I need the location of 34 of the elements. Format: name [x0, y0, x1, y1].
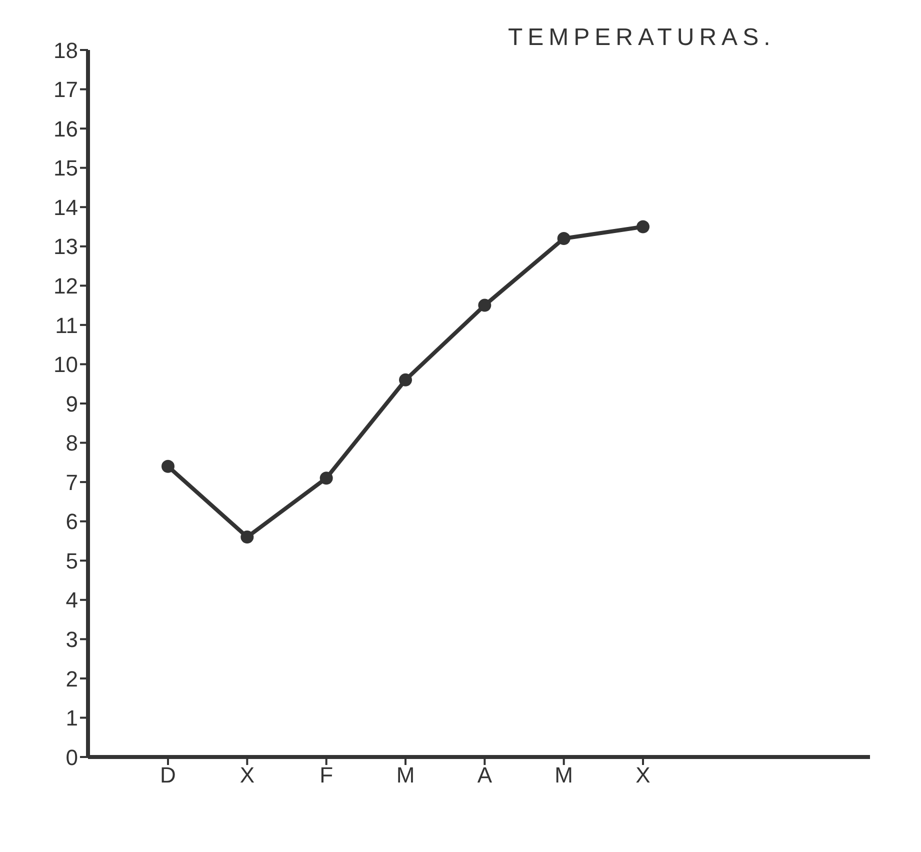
point [478, 298, 492, 312]
y-tick-label: 15 [54, 156, 78, 181]
chart-title: TEMPERATURAS. [508, 24, 776, 52]
y-tick-label: 10 [54, 352, 78, 378]
y-tick-label: 11 [55, 312, 78, 338]
y-tick-label: 13 [54, 234, 78, 260]
x-tick-label: D [160, 762, 176, 788]
x-tick-label: M [396, 762, 415, 788]
y-tick-label: 7 [66, 470, 78, 495]
y-tick-label: 0 [66, 744, 78, 770]
x-tick-label: F [320, 762, 334, 788]
x-tick-label: M [554, 762, 573, 788]
y-tick-label: 5 [66, 548, 78, 574]
point [240, 530, 254, 544]
point [557, 232, 570, 246]
point [320, 472, 333, 485]
x-tick-label: X [240, 762, 255, 788]
x-tick-label: A [477, 762, 492, 788]
y-tick-label: 16 [54, 116, 78, 142]
point [636, 220, 650, 234]
y-tick-label: 1 [66, 706, 78, 731]
point [162, 460, 174, 473]
y-tick-label: 12 [54, 273, 78, 298]
y-tick-label: 18 [54, 38, 78, 63]
y-tick-label: 9 [66, 391, 78, 416]
y-tick-label: 4 [66, 588, 78, 613]
y-tick-label: 8 [66, 430, 78, 456]
y-tick-label: 3 [66, 626, 78, 652]
y-tick-label: 14 [54, 194, 78, 220]
y-tick-label: 2 [66, 666, 78, 692]
x-tick-label: X [636, 762, 651, 788]
point [399, 373, 412, 386]
y-tick-label: 17 [54, 77, 78, 102]
y-tick-label: 6 [66, 509, 78, 534]
